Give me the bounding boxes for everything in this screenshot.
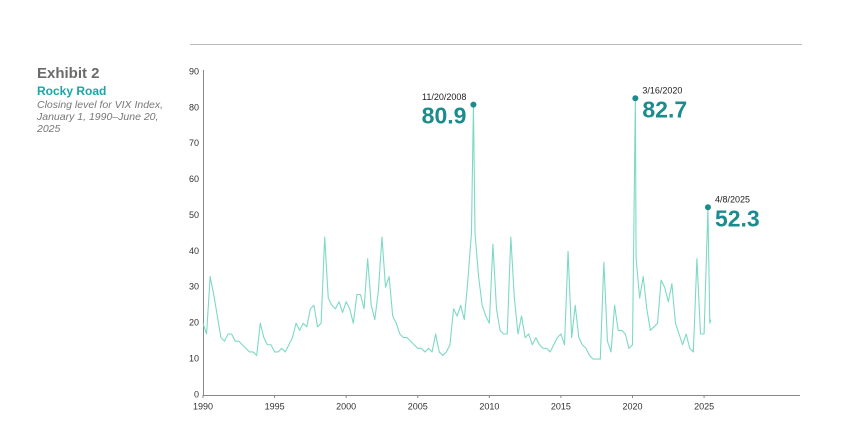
y-tick-label: 0 — [194, 389, 199, 399]
peak-date: 3/16/2020 — [642, 86, 682, 96]
subtitle: January 1, 1990–June 20, — [36, 111, 158, 123]
peak-date: 4/8/2025 — [715, 195, 750, 205]
x-tick-label: 1990 — [193, 401, 213, 411]
chart-title: Rocky Road — [37, 84, 106, 98]
peak-dot — [470, 101, 477, 108]
y-tick-label: 80 — [189, 102, 199, 112]
x-tick-label: 2025 — [694, 401, 714, 411]
peak-dot — [632, 95, 639, 102]
y-tick-label: 90 — [189, 66, 199, 76]
subtitle: 2025 — [36, 123, 61, 135]
x-tick-label: 2000 — [336, 401, 356, 411]
peak-date: 11/20/2008 — [422, 92, 466, 102]
peak-value: 80.9 — [422, 103, 467, 129]
peak-value: 82.7 — [642, 96, 687, 122]
y-tick-label: 20 — [189, 318, 199, 328]
x-tick-label: 2015 — [551, 401, 571, 411]
x-tick-label: 2005 — [408, 401, 428, 411]
subtitle: Closing level for VIX Index, — [37, 99, 163, 111]
y-tick-label: 10 — [189, 353, 199, 363]
y-tick-label: 70 — [189, 138, 199, 148]
y-tick-label: 50 — [189, 210, 199, 220]
y-tick-label: 30 — [189, 282, 199, 292]
peak-dot — [704, 204, 711, 211]
exhibit-label: Exhibit 2 — [37, 65, 100, 82]
peak-value: 52.3 — [715, 205, 760, 231]
x-tick-label: 2010 — [479, 401, 499, 411]
vix-line — [202, 97, 712, 360]
y-tick-label: 60 — [189, 174, 199, 184]
x-tick-label: 2020 — [622, 401, 642, 411]
x-tick-label: 1995 — [265, 401, 285, 411]
y-tick-label: 40 — [189, 246, 199, 256]
